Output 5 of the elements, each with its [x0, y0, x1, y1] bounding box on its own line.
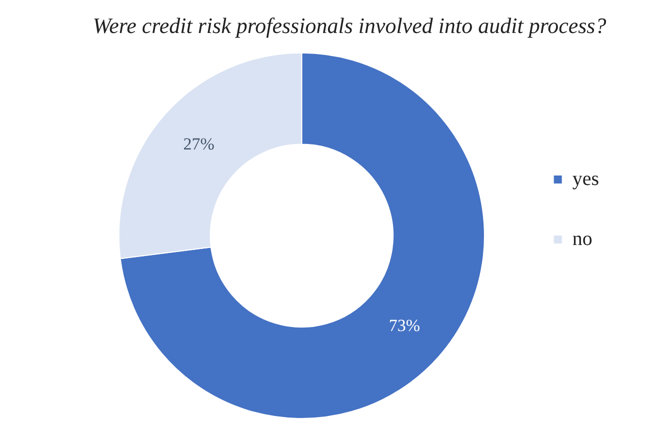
legend-label: no: [572, 228, 592, 250]
chart-title: Were credit risk professionals involved into audit process?: [92, 12, 606, 38]
legend-label: yes: [572, 168, 600, 190]
data-label: 73%: [388, 316, 420, 335]
data-label: 27%: [183, 134, 214, 154]
